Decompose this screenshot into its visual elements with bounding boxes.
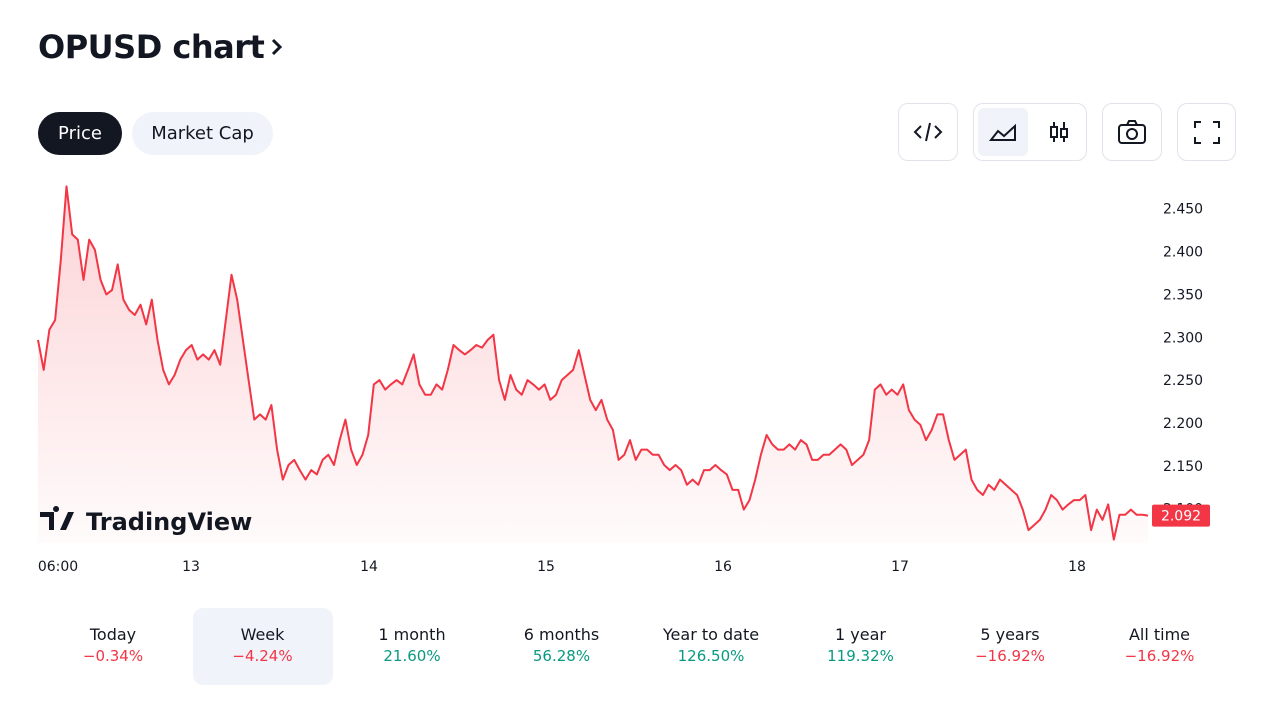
- period-button[interactable]: 1 year 119.32%: [791, 608, 931, 685]
- chart-type-group: [973, 103, 1087, 161]
- x-tick-label: 06:00: [38, 559, 78, 575]
- period-change: 126.50%: [677, 647, 745, 665]
- period-change: −16.92%: [975, 647, 1045, 665]
- y-tick-label: 2.400: [1163, 245, 1203, 261]
- icon: [913, 122, 943, 142]
- icon: [1194, 121, 1220, 144]
- period-button[interactable]: Year to date 126.50%: [641, 608, 781, 685]
- x-tick-label: 18: [1068, 559, 1086, 575]
- period-label: 6 months: [523, 625, 600, 644]
- period-change: −0.34%: [82, 647, 144, 665]
- x-tick-label: 16: [714, 559, 732, 575]
- price-tag: [1152, 504, 1210, 527]
- period-change: 119.32%: [827, 647, 894, 665]
- period-change: −4.24%: [232, 647, 293, 665]
- x-tick-label: 17: [891, 559, 909, 575]
- chevron: [272, 38, 283, 56]
- y-tick-label: 2.300: [1163, 330, 1203, 346]
- fullscreen-button[interactable]: [1177, 103, 1236, 161]
- embed-button[interactable]: [898, 103, 958, 161]
- period-button[interactable]: 1 month 21.60%: [342, 608, 482, 685]
- chart: 2.1002.1502.2002.2502.3002.3502.4002.450…: [37, 185, 1210, 575]
- snapshot-button[interactable]: [1102, 103, 1162, 161]
- x-tick-label: 13: [182, 559, 200, 575]
- price-tag-label: 2.092: [1161, 509, 1201, 525]
- price-line: [37, 185, 1149, 541]
- period-label: 5 years: [980, 625, 1040, 644]
- period-button[interactable]: Today −0.34%: [43, 608, 183, 685]
- tab-price[interactable]: Price: [38, 112, 122, 155]
- x-tick-label: 15: [537, 559, 555, 575]
- title[interactable]: OPUSD chart: [38, 28, 286, 66]
- period-change: 21.60%: [383, 647, 441, 665]
- period-change: 56.28%: [532, 647, 591, 665]
- period-button[interactable]: All time −16.92%: [1090, 608, 1230, 685]
- icon: [1118, 120, 1146, 144]
- title-text[interactable]: OPUSD chart: [38, 28, 265, 66]
- y-tick-label: 2.150: [1163, 459, 1203, 475]
- period-button[interactable]: 6 months 56.28%: [492, 608, 632, 685]
- period-label: Year to date: [662, 625, 760, 644]
- y-tick-label: 2.350: [1163, 287, 1203, 303]
- y-tick-label: 2.250: [1163, 373, 1203, 389]
- candle-chart-button[interactable]: [1034, 108, 1084, 156]
- line-chart-button[interactable]: [978, 108, 1028, 156]
- period-label: Today: [89, 625, 137, 644]
- x-tick-label: 14: [360, 559, 378, 575]
- period-label: 1 year: [835, 625, 886, 644]
- period-label: 1 month: [378, 625, 446, 644]
- period-button[interactable]: 5 years −16.92%: [940, 608, 1080, 685]
- watermark: TradingView: [40, 506, 252, 536]
- y-tick-label: 2.200: [1163, 416, 1203, 432]
- icon: [988, 123, 1016, 141]
- watermark-logo: [40, 506, 74, 530]
- period-change: −16.92%: [1124, 647, 1195, 665]
- icon: [1050, 122, 1068, 142]
- area: [38, 186, 1148, 543]
- tab-market-cap[interactable]: Market Cap: [132, 112, 273, 155]
- period-label: Week: [240, 625, 285, 644]
- watermark-text: TradingView: [86, 508, 252, 536]
- period-label: All time: [1128, 625, 1191, 644]
- period-button[interactable]: Week −4.24%: [192, 608, 333, 685]
- y-tick-label: 2.450: [1163, 202, 1203, 218]
